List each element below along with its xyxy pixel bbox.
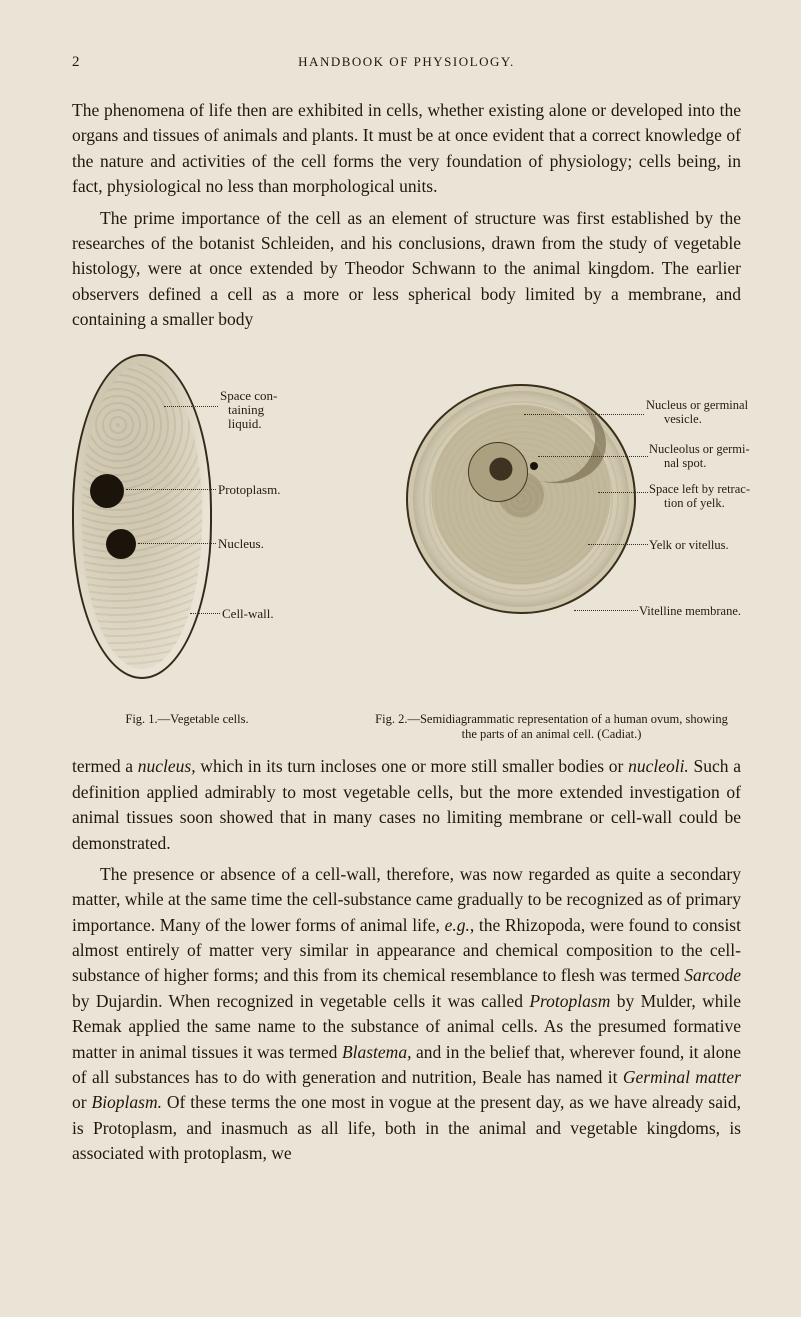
text-run: Of these terms the one most in vogue at … — [72, 1092, 741, 1163]
paragraph-4: The presence or absence of a cell-wall, … — [72, 862, 741, 1167]
text-run: by Dujardin. When recognized in vegetabl… — [72, 991, 529, 1011]
label-nucleolus-b: nal spot. — [664, 456, 706, 471]
text-run: or — [72, 1092, 92, 1112]
italic-nucleus: nucleus, — [138, 756, 196, 776]
caption-fig-1: Fig. 1.—Vegetable cells. — [72, 712, 302, 742]
leader-line-icon — [164, 406, 218, 407]
figure-1: Space con- taining liquid. Protoplasm. N… — [72, 354, 302, 704]
label-liquid: liquid. — [228, 416, 262, 432]
label-vitelline: Vitelline membrane. — [639, 604, 741, 619]
leader-line-icon — [588, 544, 648, 545]
caption-fig-2: Fig. 2.—Semidiagrammatic representation … — [362, 712, 741, 742]
leader-line-icon — [190, 613, 220, 614]
leader-line-icon — [598, 492, 648, 493]
italic-nucleoli: nucleoli. — [628, 756, 689, 776]
italic-eg: e.g. — [445, 915, 470, 935]
italic-bioplasm: Bioplasm. — [92, 1092, 163, 1112]
label-nucleus: Nucleus. — [218, 536, 264, 552]
figure-captions: Fig. 1.—Vegetable cells. Fig. 2.—Semidia… — [72, 712, 741, 742]
ovum-circle — [406, 384, 636, 614]
text-run: which in its turn incloses one or more s… — [196, 756, 628, 776]
label-germ-vesicle-a: Nucleus or germinal — [646, 398, 748, 413]
figure-2: Nucleus or germinal vesicle. Nucleolus o… — [326, 354, 741, 654]
label-space-b: tion of yelk. — [664, 496, 725, 511]
figure-row: Space con- taining liquid. Protoplasm. N… — [72, 354, 741, 704]
italic-sarcode: Sarcode — [684, 965, 741, 985]
label-cell-wall: Cell-wall. — [222, 606, 274, 622]
leader-line-icon — [574, 610, 638, 611]
text-run: termed a — [72, 756, 138, 776]
leader-line-icon — [538, 456, 648, 457]
page-number: 2 — [72, 54, 80, 71]
running-head: HANDBOOK OF PHYSIOLOGY. — [72, 54, 741, 70]
paragraph-3: termed a nucleus, which in its turn incl… — [72, 754, 741, 856]
label-nucleolus-a: Nucleolus or germi- — [649, 442, 750, 457]
label-yelk: Yelk or vitellus. — [649, 538, 729, 553]
vegetable-cell-outline — [72, 354, 212, 679]
leader-line-icon — [138, 543, 216, 544]
italic-germinal: Germinal matter — [623, 1067, 741, 1087]
label-space-a: Space left by retrac- — [649, 482, 750, 497]
paragraph-2: The prime importance of the cell as an e… — [72, 206, 741, 333]
leader-line-icon — [126, 489, 216, 490]
germinal-vesicle-icon — [468, 442, 528, 502]
paragraph-1: The phenomena of life then are exhibited… — [72, 98, 741, 200]
italic-protoplasm: Protoplasm — [529, 991, 610, 1011]
italic-blastema: Blastema, — [342, 1042, 412, 1062]
cell-texture — [82, 364, 202, 669]
label-germ-vesicle-b: vesicle. — [664, 412, 702, 427]
label-protoplasm: Protoplasm. — [218, 482, 280, 498]
leader-line-icon — [524, 414, 644, 415]
